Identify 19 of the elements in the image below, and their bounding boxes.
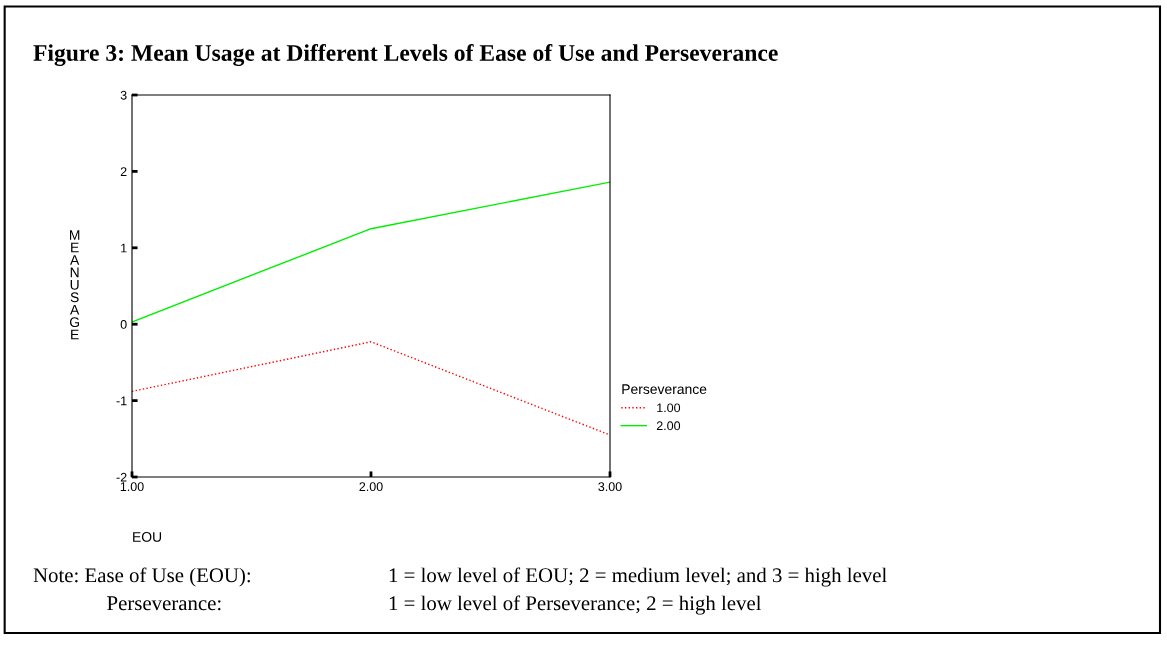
text: 1 = low level of Perseverance; 2 = high level bbox=[389, 595, 762, 615]
chart-title: Figure 3: Mean Usage at Different Levels of Ease of Use and Perseverance bbox=[33, 44, 778, 66]
x-tick-label: 1.00 bbox=[120, 482, 144, 492]
y-tick-label: -1 bbox=[116, 396, 127, 406]
text: MEAN USAGE bbox=[69, 230, 80, 340]
text: Note: Ease of Use (EOU): bbox=[33, 567, 250, 587]
text: 1 = low level of EOU; 2 = medium level; and 3 = high level bbox=[389, 567, 887, 587]
y-tick-label: 3 bbox=[120, 90, 127, 100]
y-tick-label: -2 bbox=[116, 472, 127, 482]
y-tick-label: 0 bbox=[120, 320, 127, 329]
text: Perseverance: bbox=[107, 596, 221, 611]
x-axis-title: EOU bbox=[133, 532, 162, 542]
legend-label: 1.00 bbox=[657, 403, 681, 413]
y-tick-label: 1 bbox=[121, 243, 127, 253]
x-tick-label: 3.00 bbox=[598, 482, 622, 492]
x-tick-label: 2.00 bbox=[359, 482, 383, 492]
y-tick-label: 2 bbox=[120, 167, 127, 176]
legend-label: 2.00 bbox=[656, 421, 681, 431]
legend-title: Perseverance bbox=[622, 384, 707, 395]
